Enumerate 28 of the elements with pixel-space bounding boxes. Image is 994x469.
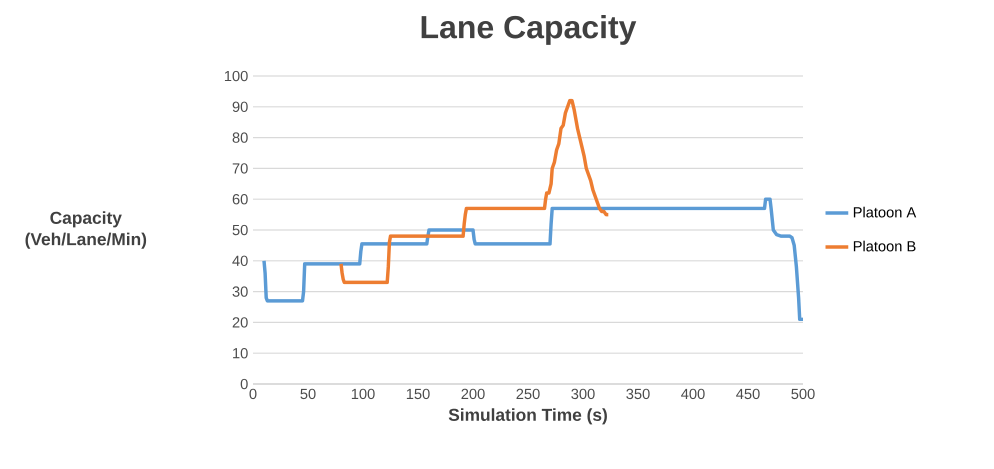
x-tick-label: 200	[462, 388, 485, 400]
legend-label: Platoon A	[854, 206, 916, 218]
x-tick-label: 300	[571, 388, 595, 400]
x-tick-label: 500	[791, 388, 815, 400]
y-tick-label: 40	[232, 256, 248, 266]
x-tick-label: 100	[352, 388, 375, 400]
y-tick-label: 30	[232, 286, 248, 297]
x-tick-label: 50	[300, 388, 316, 400]
y-tick-label: 60	[232, 194, 248, 204]
x-tick-label: 350	[626, 388, 650, 400]
x-tick-label: 250	[516, 388, 540, 400]
x-tick-label: 150	[406, 388, 430, 400]
y-tick-label: 20	[232, 317, 248, 328]
y-tick-label: 90	[232, 102, 248, 112]
y-tick-label: 10	[233, 348, 248, 358]
y-axis-title: Capacity (Veh/Lane/Min)	[26, 211, 146, 249]
y-tick-label: 70	[232, 163, 248, 174]
x-axis-title: Simulation Time (s)	[448, 408, 607, 424]
chart-title: Lane Capacity	[422, 14, 636, 45]
x-tick-label: 400	[681, 388, 705, 400]
y-tick-label: 50	[232, 224, 248, 236]
line-series	[262, 197, 804, 322]
legend-label: Platoon B	[854, 240, 916, 252]
x-tick-label: 450	[736, 388, 760, 400]
y-tick-label: 100	[224, 70, 248, 82]
y-tick-label: 0	[240, 378, 248, 390]
x-tick-label: 0	[249, 388, 256, 400]
y-tick-label: 80	[232, 132, 248, 143]
